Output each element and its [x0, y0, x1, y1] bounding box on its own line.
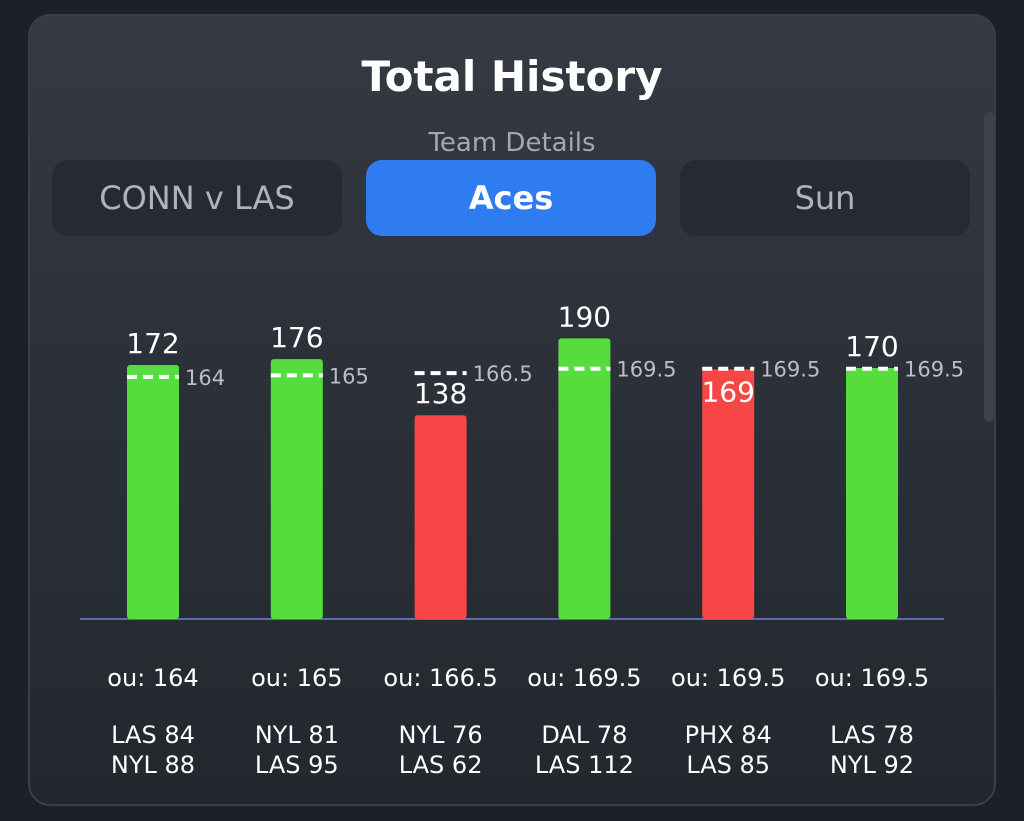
bar [270, 359, 323, 619]
game-score-label: PHX 84 LAS 85 [658, 720, 798, 780]
score-line: NYL 81 [254, 721, 339, 749]
bar [127, 365, 179, 619]
total-history-card: Total History Team Details [28, 14, 996, 806]
ou-line-value: 166.5 [473, 362, 533, 386]
game-score-label: NYL 76 LAS 62 [371, 720, 511, 780]
score-line: LAS 78 [830, 721, 914, 749]
bar-value-label: 138 [414, 377, 467, 410]
ou-line-value: 165 [329, 364, 369, 388]
game-score-label: NYL 81 LAS 95 [227, 720, 367, 780]
ou-line-value: 169.5 [616, 358, 676, 382]
bar [414, 415, 467, 619]
bar [558, 338, 611, 619]
ou-label: ou: 169.5 [527, 664, 642, 692]
ou-label: ou: 169.5 [814, 664, 930, 692]
game-score-label: LAS 78 NYL 92 [802, 720, 942, 780]
card-subtitle: Team Details [428, 128, 596, 158]
score-line: LAS 84 [111, 721, 195, 749]
bar-value-label: 172 [126, 327, 179, 360]
card-title: Total History [361, 52, 663, 101]
bar-value-label: 176 [270, 321, 323, 354]
tab-sun[interactable]: Sun [680, 160, 970, 236]
ou-label: ou: 169.5 [671, 664, 786, 692]
ou-line-value: 164 [185, 366, 225, 390]
ou-label: ou: 166.5 [383, 664, 498, 692]
bar-value-label: 169 [701, 375, 754, 408]
ou-label: ou: 165 [251, 664, 343, 692]
score-line: PHX 84 [684, 721, 772, 749]
game-score-label: DAL 78 LAS 112 [514, 720, 654, 780]
tab-aces[interactable]: Aces [366, 160, 656, 236]
ou-line-value: 169.5 [760, 358, 820, 382]
score-line: LAS 85 [686, 751, 771, 779]
scrollbar[interactable] [984, 112, 994, 422]
tab-matchup[interactable]: CONN v LAS [52, 160, 342, 236]
score-line: NYL 88 [110, 751, 196, 779]
score-line: LAS 95 [254, 751, 339, 779]
bar [702, 369, 755, 619]
bar-value-label: 190 [558, 300, 611, 333]
score-line: DAL 78 [541, 721, 628, 749]
score-line: LAS 112 [534, 751, 634, 779]
ou-label: ou: 164 [107, 664, 199, 692]
score-line: LAS 62 [398, 751, 483, 779]
score-line: NYL 76 [398, 721, 483, 749]
score-line: NYL 92 [829, 751, 915, 779]
game-score-label: LAS 84 NYL 88 [83, 720, 223, 780]
ou-line-value: 169.5 [904, 358, 964, 382]
bar [846, 367, 898, 619]
bar-value-label: 170 [845, 330, 898, 363]
